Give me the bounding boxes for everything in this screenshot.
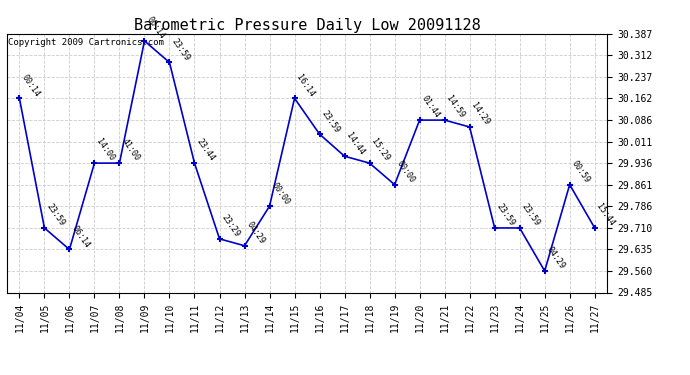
Text: 00:00: 00:00 xyxy=(270,180,291,206)
Text: 06:14: 06:14 xyxy=(70,224,91,249)
Text: Copyright 2009 Cartronics.com: Copyright 2009 Cartronics.com xyxy=(8,38,164,46)
Text: 14:00: 14:00 xyxy=(95,138,116,163)
Text: 41:00: 41:00 xyxy=(119,138,141,163)
Text: 04:29: 04:29 xyxy=(544,245,566,271)
Text: 04:29: 04:29 xyxy=(244,220,266,246)
Text: 06:14: 06:14 xyxy=(144,15,166,41)
Text: 14:59: 14:59 xyxy=(444,94,466,120)
Text: 00:00: 00:00 xyxy=(395,159,416,184)
Text: 00:14: 00:14 xyxy=(19,73,41,98)
Text: 23:59: 23:59 xyxy=(319,108,342,134)
Text: 23:59: 23:59 xyxy=(170,37,191,62)
Text: 23:59: 23:59 xyxy=(520,202,542,228)
Title: Barometric Pressure Daily Low 20091128: Barometric Pressure Daily Low 20091128 xyxy=(134,18,480,33)
Text: 23:59: 23:59 xyxy=(495,202,516,228)
Text: 23:59: 23:59 xyxy=(44,202,66,228)
Text: 00:59: 00:59 xyxy=(570,159,591,184)
Text: 14:29: 14:29 xyxy=(470,101,491,127)
Text: 16:14: 16:14 xyxy=(295,73,316,98)
Text: 23:44: 23:44 xyxy=(195,138,216,163)
Text: 15:44: 15:44 xyxy=(595,202,616,228)
Text: 01:44: 01:44 xyxy=(420,94,442,120)
Text: 14:44: 14:44 xyxy=(344,130,366,156)
Text: 23:29: 23:29 xyxy=(219,213,242,239)
Text: 15:29: 15:29 xyxy=(370,138,391,163)
